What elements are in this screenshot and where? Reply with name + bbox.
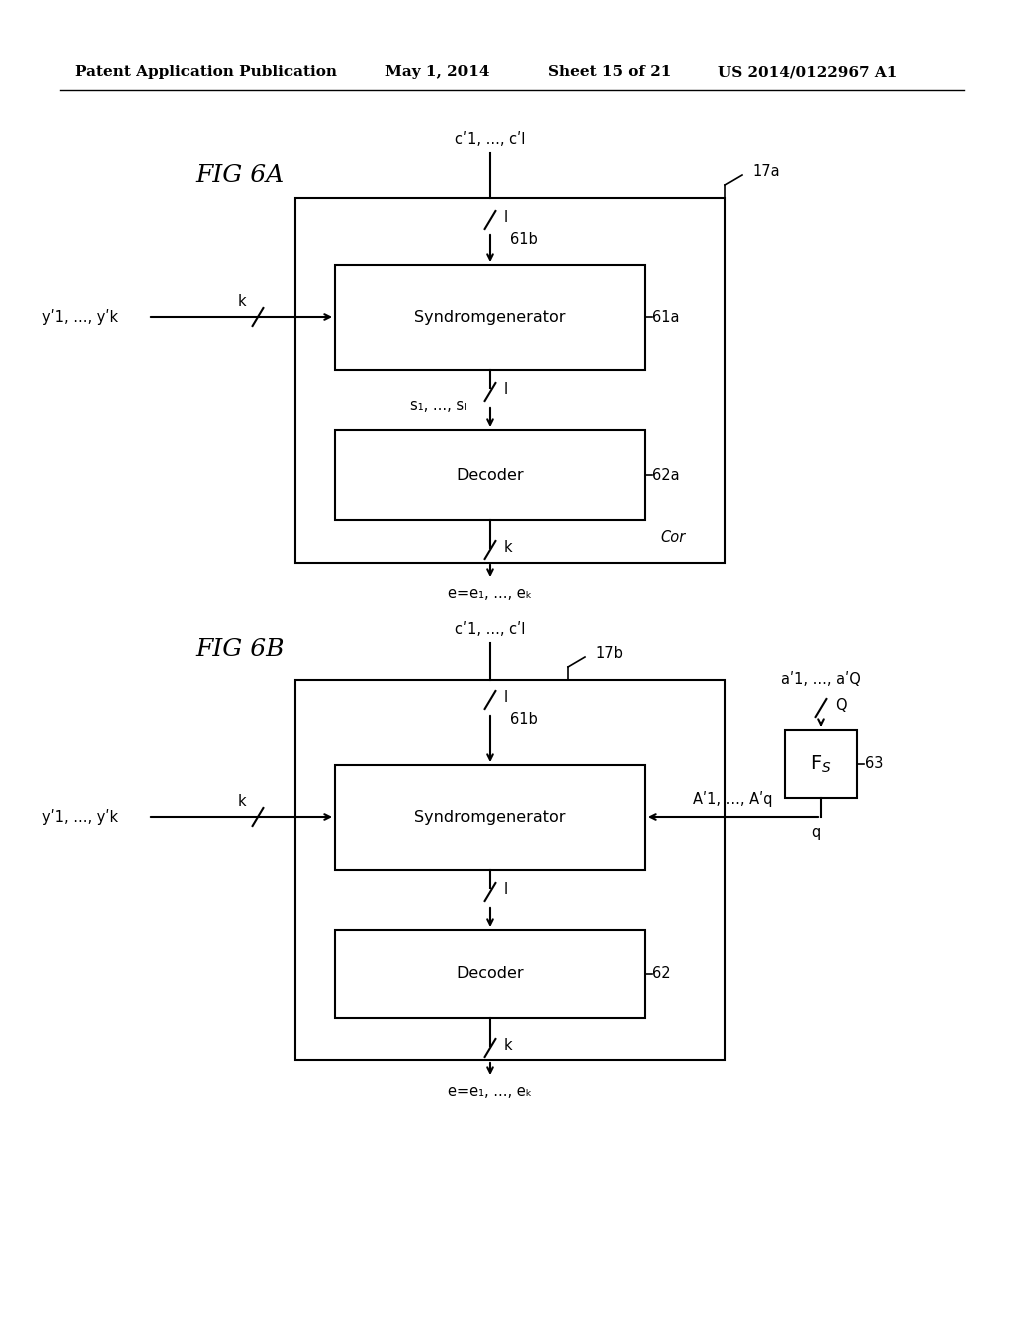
Bar [785,730,857,799]
Text: yʹ1, ..., yʹk: yʹ1, ..., yʹk [42,809,118,825]
Text: 63: 63 [865,756,884,771]
Text: 61b: 61b [510,713,538,727]
Text: FIG 6A: FIG 6A [195,164,284,186]
Text: Patent Application Publication: Patent Application Publication [75,65,337,79]
Text: l: l [504,883,508,898]
Text: Syndromgenerator: Syndromgenerator [415,810,565,825]
Text: l: l [504,210,508,226]
Text: k: k [504,540,513,556]
Text: FIG 6B: FIG 6B [195,639,285,661]
Bar [335,265,645,370]
Text: k: k [504,1039,513,1053]
Text: cʹ1, ..., cʹl: cʹ1, ..., cʹl [455,623,525,638]
Bar [295,198,725,564]
Text: e=e₁, ..., eₖ: e=e₁, ..., eₖ [449,586,532,602]
Text: 62: 62 [652,966,671,982]
Text: F$_S$: F$_S$ [810,754,831,775]
Text: q: q [811,825,820,841]
Text: Decoder: Decoder [456,966,524,982]
Bar [295,680,725,1060]
Bar [335,931,645,1018]
Text: Sheet 15 of 21: Sheet 15 of 21 [548,65,672,79]
Text: aʹ1, ..., aʹQ: aʹ1, ..., aʹQ [781,672,861,688]
Text: k: k [238,795,247,809]
Text: Syndromgenerator: Syndromgenerator [415,310,565,325]
Text: 17b: 17b [595,647,623,661]
Text: cʹ1, ..., cʹl: cʹ1, ..., cʹl [455,132,525,148]
Text: 61b: 61b [510,232,538,248]
Text: l: l [504,690,508,705]
Text: l: l [504,383,508,397]
Bar [335,766,645,870]
Text: k: k [238,294,247,309]
Text: yʹ1, ..., yʹk: yʹ1, ..., yʹk [42,309,118,325]
Text: Aʹ1, ..., Aʹq: Aʹ1, ..., Aʹq [693,791,773,807]
Text: 17a: 17a [752,165,779,180]
Text: e=e₁, ..., eₖ: e=e₁, ..., eₖ [449,1085,532,1100]
Text: US 2014/0122967 A1: US 2014/0122967 A1 [718,65,897,79]
Text: 62a: 62a [652,467,680,483]
Text: May 1, 2014: May 1, 2014 [385,65,489,79]
Text: Cor: Cor [660,531,685,545]
Text: Decoder: Decoder [456,467,524,483]
Text: 61a: 61a [652,309,680,325]
Bar [335,430,645,520]
Text: s₁, ..., sₗ: s₁, ..., sₗ [410,399,467,413]
Text: Q: Q [835,698,847,714]
